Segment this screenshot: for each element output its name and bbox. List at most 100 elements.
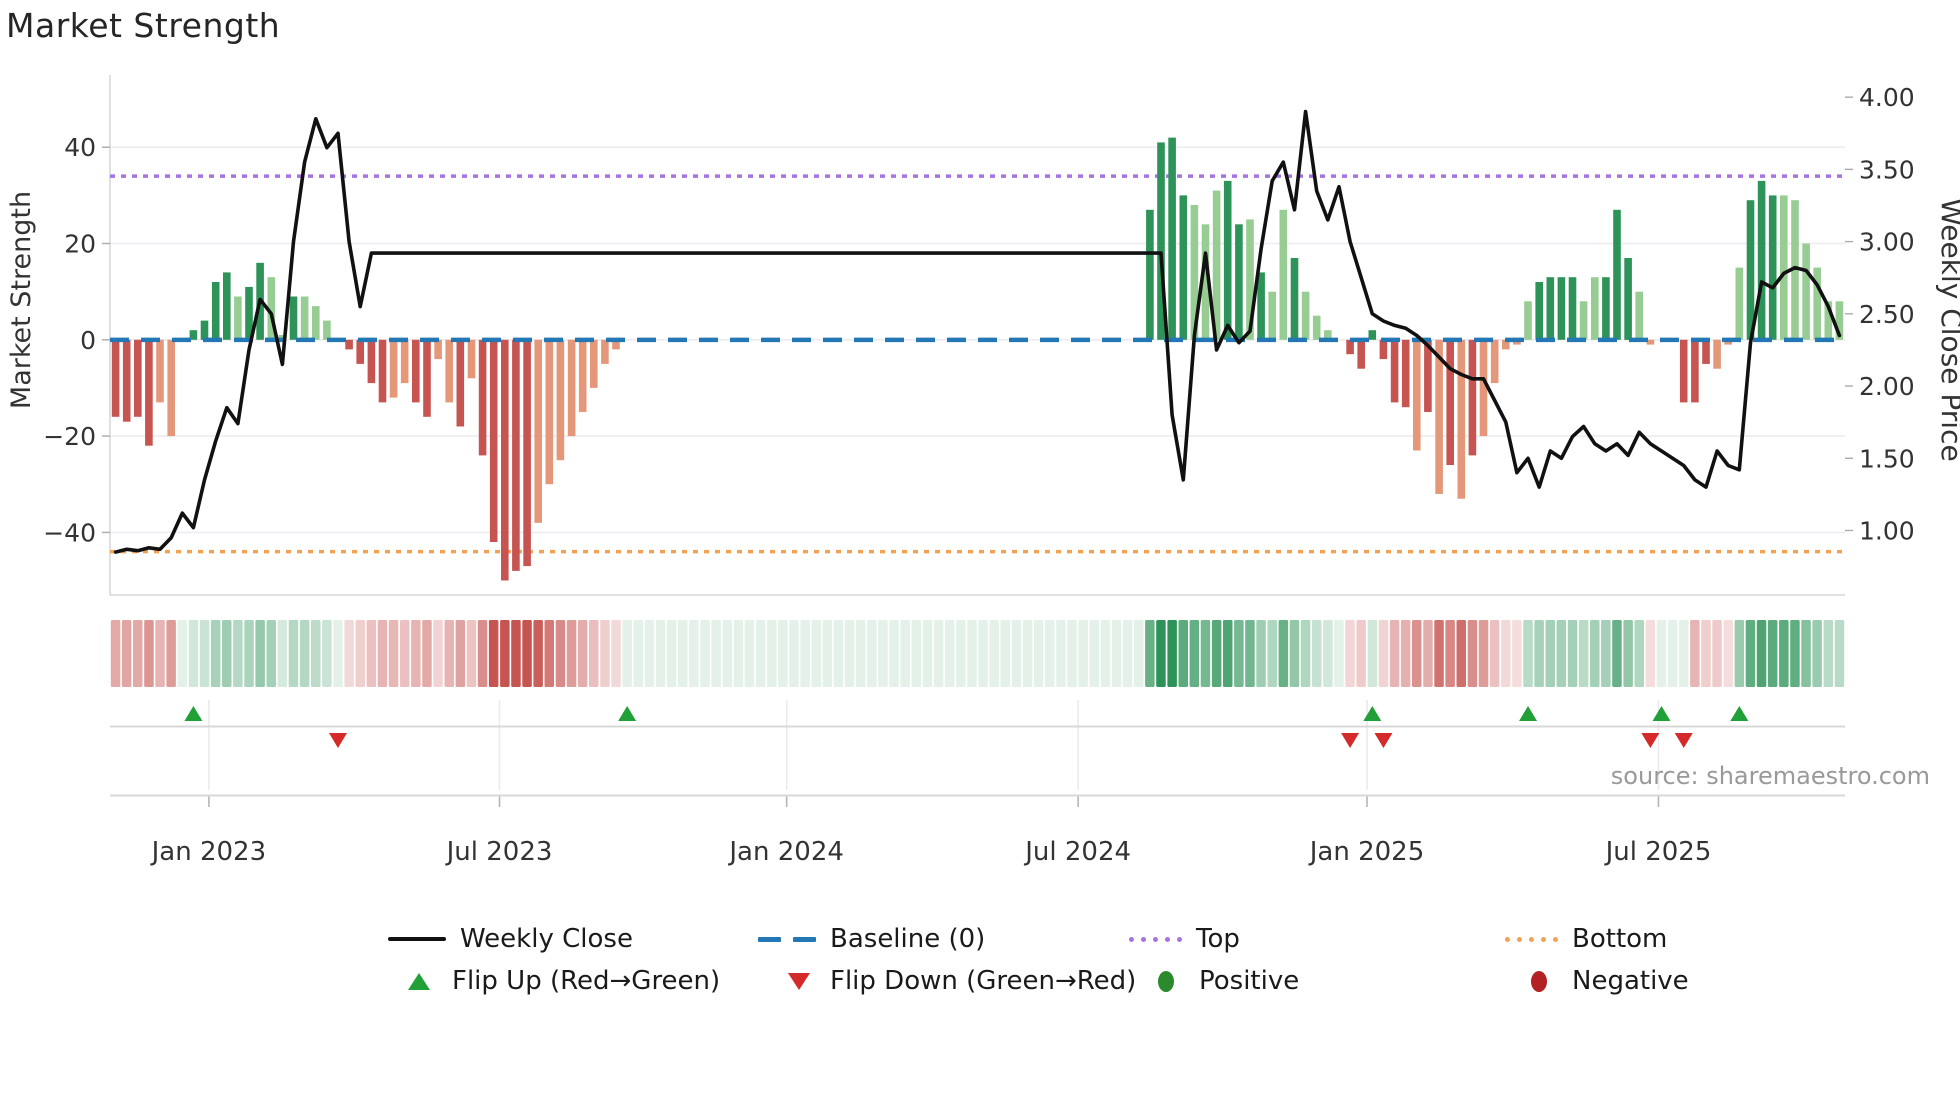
flip-up-legend-icon [408,972,430,990]
strength-bar [1524,301,1532,340]
heatmap-cell [978,620,988,687]
heatmap-cell [1834,620,1845,687]
heatmap-cell [1100,620,1111,687]
heatmap-cell [1089,620,1099,687]
legend-item: Weekly Close [388,921,633,957]
strength-bar [434,339,442,360]
chart-title: Market Strength [6,6,281,45]
heatmap-cell [488,620,499,687]
heatmap-cell [1578,620,1589,687]
strength-bar [412,339,420,403]
strength-bar [1212,190,1221,340]
heatmap-cell [1412,620,1422,687]
heatmap-cell [1445,620,1455,687]
strength-bar [1802,243,1810,340]
strength-bar [1702,339,1710,364]
heatmap-cell [678,620,688,687]
strength-bar [367,339,376,384]
strength-bar [423,339,431,417]
strength-bar [1390,339,1399,403]
strength-bar [1735,267,1744,340]
heatmap-cell [1234,620,1244,687]
heatmap-cell [1756,620,1767,687]
strength-bar [1646,339,1655,345]
strength-bar [1257,272,1265,340]
heatmap-cell [655,620,666,687]
heatmap-cell [1078,620,1088,687]
heatmap-cell [1745,620,1756,687]
strength-bar [1190,205,1199,340]
strength-bar [267,277,276,340]
heatmap-cell [266,620,276,687]
heatmap-cell [1590,620,1600,687]
strength-bar [278,335,287,340]
right-axis-tick: 2.50 [1859,300,1915,329]
strength-bar [1379,339,1388,360]
flip-up-marker-icon [1519,706,1538,721]
strength-bar [1780,195,1788,340]
heatmap-cell [1045,620,1055,687]
strength-bar [1502,339,1510,350]
heatmap-cell [411,620,421,687]
flip-up-marker-icon [1730,706,1749,721]
heatmap-cell [1679,620,1689,687]
heatmap-cell [433,620,443,687]
heatmap-cell [933,620,944,687]
heatmap-cell [455,620,466,687]
strength-bar [289,296,298,340]
heatmap-cell [1478,620,1489,687]
strength-bar [1746,200,1755,340]
heatmap-cell [199,620,210,687]
right-axis-tick: 4.00 [1859,83,1915,112]
strength-bar [1535,282,1543,340]
strength-bar [1146,209,1154,340]
strength-bar [1713,339,1721,369]
strength-bar [1768,195,1777,340]
baseline-legend-icon [758,936,816,942]
strength-bar [1268,291,1276,340]
strength-bar [1157,142,1165,340]
flip-up-marker-icon [184,706,203,721]
heatmap-cell [900,620,910,687]
flip-down-marker-icon [328,733,347,748]
legend-label: Top [1196,924,1240,954]
strength-bar [1301,291,1310,340]
heatmap-cell [277,620,288,687]
heatmap-cell [1790,620,1800,687]
heatmap-cell [1345,620,1355,687]
left-axis-tick: −40 [43,518,96,547]
x-axis-tick: Jul 2025 [1604,837,1712,867]
strength-bar [1290,258,1299,340]
strength-bar [1757,180,1766,340]
heatmap-cell [511,620,521,687]
right-axis-label: Weekly Close Price [1935,198,1960,461]
heatmap-cell [177,620,187,687]
heatmap-cell [533,620,543,687]
strength-bar [223,272,231,340]
heatmap-cell [1256,620,1266,687]
right-axis-tick: 1.50 [1859,444,1915,473]
weekly-close-line [113,109,1842,554]
strength-bar [1835,301,1844,340]
heatmap-cell [133,620,143,687]
strength-bar [467,339,476,379]
heatmap-cell [355,620,365,687]
strength-bar [578,339,587,412]
heatmap-cell [366,620,377,687]
strength-bar [1168,137,1176,340]
heatmap-cell [589,620,599,687]
strength-bar [1223,180,1232,340]
flip-up-marker-icon [1652,706,1671,721]
heatmap-cell [1312,620,1322,687]
flip-down-marker-icon [1341,733,1360,748]
heatmap-cell [1801,620,1811,687]
heatmap-cell [1567,620,1578,687]
strength-bar [1724,339,1732,345]
source-attribution: source: sharemaestro.com [1610,762,1930,790]
positive-legend-icon [1158,970,1174,992]
strength-bar [356,339,364,364]
heatmap-cell [611,620,621,687]
heatmap-cell [222,620,232,687]
right-axis-tick: 3.00 [1859,228,1915,257]
